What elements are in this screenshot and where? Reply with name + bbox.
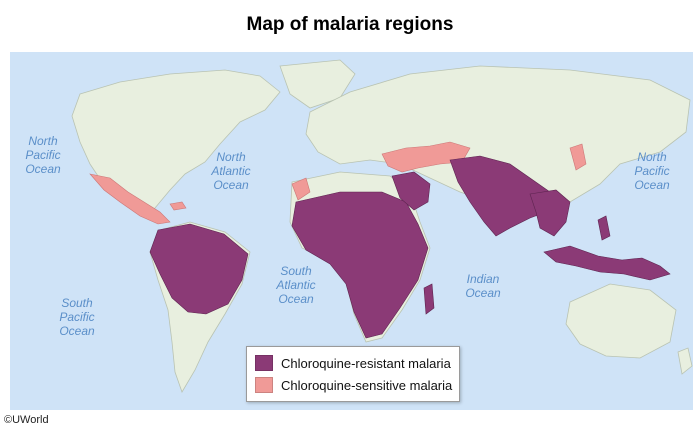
ocean-label-south-atlantic: South Atlantic Ocean xyxy=(276,264,316,306)
ocean-label-north-pacific: North Pacific Ocean xyxy=(25,134,61,176)
mexico-central-america-sensitive xyxy=(89,173,171,225)
philippines-resistant xyxy=(597,215,611,241)
south-america-resistant xyxy=(149,223,249,315)
ocean-label-north-atlantic: North Atlantic Ocean xyxy=(211,150,251,192)
madagascar-resistant xyxy=(423,283,435,315)
legend-item-resistant: Chloroquine-resistant malaria xyxy=(255,355,451,371)
north-africa-sensitive xyxy=(291,177,311,201)
map-title: Map of malaria regions xyxy=(246,14,454,35)
indonesia-resistant xyxy=(543,245,671,281)
arabia-resistant xyxy=(391,171,431,211)
ocean-label-indian: Indian Ocean xyxy=(465,272,501,300)
legend-item-sensitive: Chloroquine-sensitive malaria xyxy=(255,377,452,393)
southeast-asia-resistant xyxy=(529,189,571,237)
eurasia-land xyxy=(305,65,691,203)
ocean-label-south-pacific: South Pacific Ocean xyxy=(59,296,95,338)
australia-land xyxy=(565,283,677,359)
copyright: ©UWorld xyxy=(4,414,49,426)
sensitive-swatch xyxy=(255,377,273,393)
legend: Chloroquine-resistant malaria Chloroquin… xyxy=(246,346,460,402)
map-canvas xyxy=(71,59,693,393)
new-zealand-land xyxy=(677,347,693,375)
resistant-swatch xyxy=(255,355,273,371)
ocean-label-north-pacific-east: North Pacific Ocean xyxy=(634,150,670,192)
north-america-land xyxy=(71,69,281,215)
africa-resistant xyxy=(291,191,429,339)
sensitive-regions xyxy=(89,141,587,225)
legend-label-resistant: Chloroquine-resistant malaria xyxy=(281,355,451,371)
korea-sensitive xyxy=(569,143,587,171)
legend-label-sensitive: Chloroquine-sensitive malaria xyxy=(281,377,453,393)
caribbean-sensitive xyxy=(169,201,187,211)
south-asia-resistant xyxy=(449,155,551,237)
resistant-regions xyxy=(149,155,671,339)
